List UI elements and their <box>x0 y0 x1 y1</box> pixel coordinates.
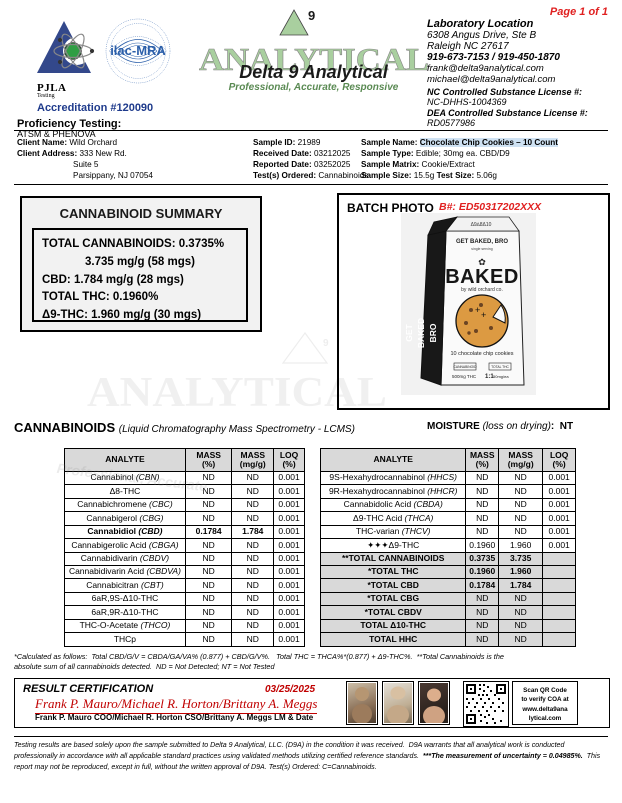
svg-text:TOTAL THC: TOTAL THC <box>491 365 509 369</box>
svg-text:by wild orchard co.: by wild orchard co. <box>461 287 503 293</box>
svg-text:9: 9 <box>308 8 315 23</box>
svg-text:+: + <box>481 310 486 320</box>
svg-text:BAKED: BAKED <box>416 318 426 348</box>
svg-text:50mg/ea: 50mg/ea <box>493 374 509 379</box>
svg-text:ilac-MRA: ilac-MRA <box>110 43 166 58</box>
svg-text:Δ9∆8Δ10: Δ9∆8Δ10 <box>471 222 492 228</box>
svg-text:CANNABINOID: CANNABINOID <box>454 365 478 369</box>
svg-text:BRO: BRO <box>428 323 438 342</box>
svg-text:10 chocolate chip cookies: 10 chocolate chip cookies <box>451 351 514 357</box>
svg-text:BAKED: BAKED <box>445 266 519 288</box>
svg-text:9: 9 <box>323 338 329 349</box>
svg-text:GET BAKED, BRO: GET BAKED, BRO <box>456 239 508 245</box>
svg-text:500mg THC: 500mg THC <box>452 374 477 379</box>
svg-text:+: + <box>475 305 480 315</box>
svg-text:GET: GET <box>404 323 414 341</box>
svg-text:single serving: single serving <box>471 247 492 251</box>
